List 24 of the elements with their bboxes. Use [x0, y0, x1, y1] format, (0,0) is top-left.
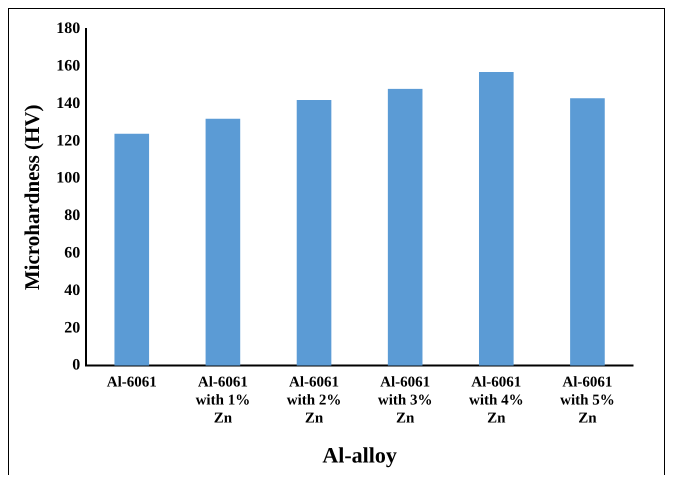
- y-axis-title: Microhardness (HV): [20, 104, 44, 290]
- y-tick-label: 140: [56, 94, 80, 112]
- y-tick-label: 0: [72, 356, 80, 374]
- y-tick-label: 60: [64, 244, 80, 262]
- x-tick-label: Al-6061 with 5% Zn: [560, 374, 615, 426]
- y-tick-label: 80: [64, 207, 80, 224]
- x-tick-label: Al-6061 with 4% Zn: [469, 374, 524, 426]
- bar: [206, 118, 240, 366]
- y-tick-label: 40: [64, 282, 80, 299]
- bar: [570, 98, 605, 366]
- y-tick-label: 120: [56, 132, 80, 150]
- x-axis-title: Al-alloy: [322, 442, 397, 468]
- x-tick-label: Al-6061 with 2% Zn: [286, 374, 342, 426]
- bar: [114, 134, 150, 366]
- y-tick-label: 160: [56, 58, 80, 75]
- y-tick-label: 180: [56, 20, 80, 38]
- bar: [478, 72, 514, 366]
- x-tick-label: Al-6061 with 3% Zn: [378, 374, 432, 426]
- bar: [388, 88, 422, 366]
- x-tick-label: Al-6061: [106, 374, 157, 390]
- y-tick-label: 100: [56, 170, 80, 187]
- x-tick-label: Al-6061 with 1% Zn: [196, 374, 250, 426]
- y-tick-label: 20: [64, 319, 80, 336]
- bar: [296, 100, 332, 366]
